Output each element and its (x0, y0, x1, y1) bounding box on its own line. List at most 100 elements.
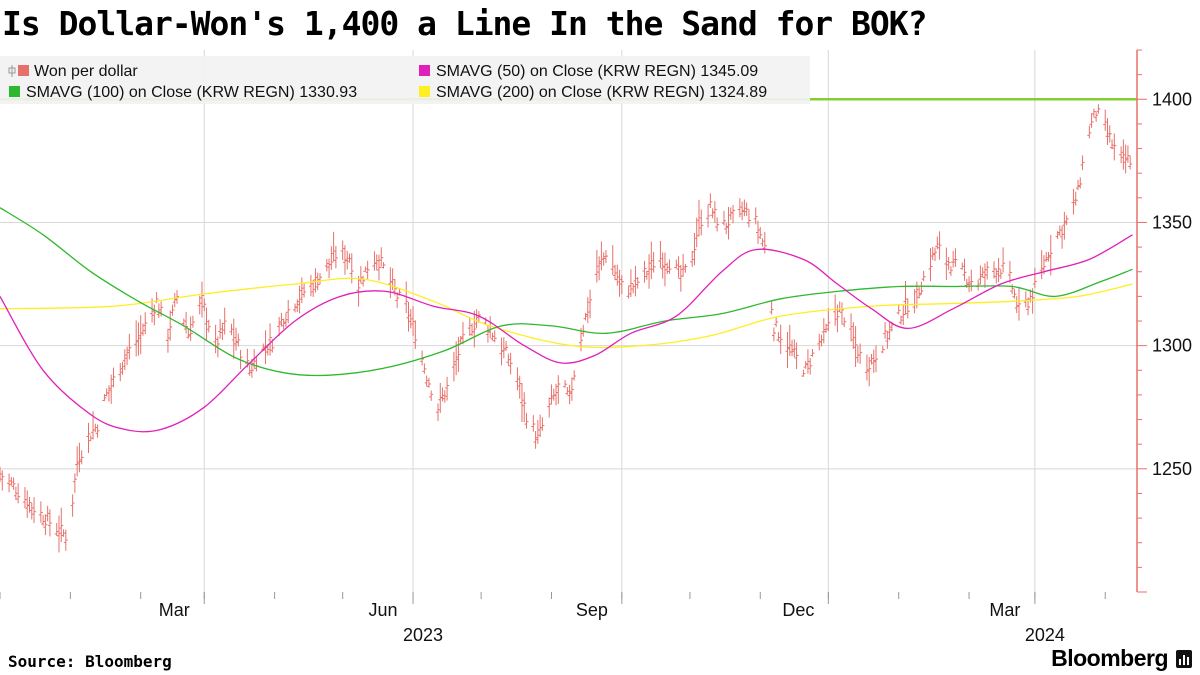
price-bar (7, 473, 12, 493)
price-bar (556, 375, 561, 405)
price-bar (1121, 139, 1126, 170)
price-bar (585, 297, 590, 324)
price-bar (967, 276, 972, 293)
x-tick-label: Sep (576, 600, 608, 620)
price-bar (998, 269, 1003, 279)
price-bar (152, 304, 157, 326)
price-bar (662, 252, 667, 287)
price-bar (803, 361, 808, 369)
price-bar (665, 262, 670, 275)
price-bar (247, 364, 252, 376)
price-bar (27, 497, 32, 513)
price-bar (1078, 177, 1083, 189)
price-bar (522, 392, 527, 423)
price-bar (476, 311, 481, 323)
series-sma50-line (0, 234, 1133, 433)
price-bar (817, 333, 822, 351)
price-bar (572, 370, 577, 381)
price-bar (930, 246, 935, 260)
price-bar (16, 483, 21, 504)
price-bar (549, 384, 554, 405)
price-bar (992, 261, 997, 279)
price-bar (631, 283, 636, 294)
price-bar (118, 363, 123, 382)
price-bar (281, 318, 286, 330)
price-bar (617, 269, 622, 297)
legend-item: Won per dollar (8, 63, 138, 80)
price-bar (213, 324, 218, 354)
price-bar (413, 320, 418, 349)
price-bar (785, 332, 790, 369)
x-tick-label: Mar (159, 600, 190, 620)
price-bar (724, 222, 729, 235)
legend-item: SMAVG (200) on Close (KRW REGN) 1324.89 (419, 84, 767, 101)
price-bar (928, 248, 933, 282)
price-bar (771, 327, 776, 342)
price-bar (921, 270, 926, 282)
price-bar (1107, 125, 1112, 143)
price-bar (613, 264, 618, 281)
price-bar (898, 315, 903, 325)
price-bar (678, 264, 683, 292)
price-bar (61, 529, 66, 537)
price-bar (976, 279, 981, 291)
price-bar (329, 246, 334, 270)
price-bar (492, 330, 497, 343)
price-bar (41, 514, 46, 526)
price-bar (837, 301, 842, 313)
price-bar (236, 333, 241, 347)
price-bar (347, 253, 352, 263)
price-bar (445, 376, 450, 401)
price-bar (206, 319, 211, 333)
price-bar (826, 308, 831, 331)
price-bar (1032, 267, 1037, 289)
price-bar (935, 236, 940, 250)
price-bar (1125, 145, 1130, 163)
price-bar (708, 193, 713, 208)
price-bar (805, 349, 810, 374)
price-bar (363, 266, 368, 272)
price-bar (519, 382, 524, 423)
price-bar (610, 245, 615, 275)
price-bar (824, 323, 829, 333)
price-bar (168, 310, 173, 341)
price-bar (896, 304, 901, 315)
price-bar (165, 328, 170, 353)
price-bar (1073, 191, 1078, 206)
price-bar (1112, 133, 1117, 161)
price-bar (125, 346, 130, 366)
price-bar (1039, 250, 1044, 280)
legend-swatch (9, 86, 20, 97)
price-bar (1071, 188, 1076, 215)
price-bar (774, 317, 779, 328)
price-bar (919, 281, 924, 295)
price-bar (874, 345, 879, 373)
price-bar (649, 241, 654, 280)
price-bar (554, 383, 559, 406)
x-tick-label: Dec (782, 600, 814, 620)
price-bar (647, 254, 652, 289)
price-bar (22, 487, 27, 509)
price-bar (651, 251, 656, 273)
price-bar (569, 377, 574, 401)
price-bar (535, 419, 540, 444)
price-bar (524, 412, 529, 429)
price-bar (379, 247, 384, 267)
price-bar (778, 324, 783, 355)
price-bar (833, 294, 838, 326)
price-bar (111, 367, 116, 388)
price-bar (706, 204, 711, 228)
price-bar (946, 256, 951, 271)
price-bar (821, 318, 826, 344)
price-bar (540, 417, 545, 431)
legend-swatch (419, 65, 430, 76)
price-bar (508, 352, 513, 375)
price-bar (982, 263, 987, 288)
price-bar (842, 317, 847, 328)
price-bar (885, 331, 890, 349)
price-bar (721, 210, 726, 226)
price-bar (361, 275, 366, 287)
price-bar (75, 446, 80, 477)
price-bar (740, 201, 745, 221)
price-bar (134, 320, 139, 357)
